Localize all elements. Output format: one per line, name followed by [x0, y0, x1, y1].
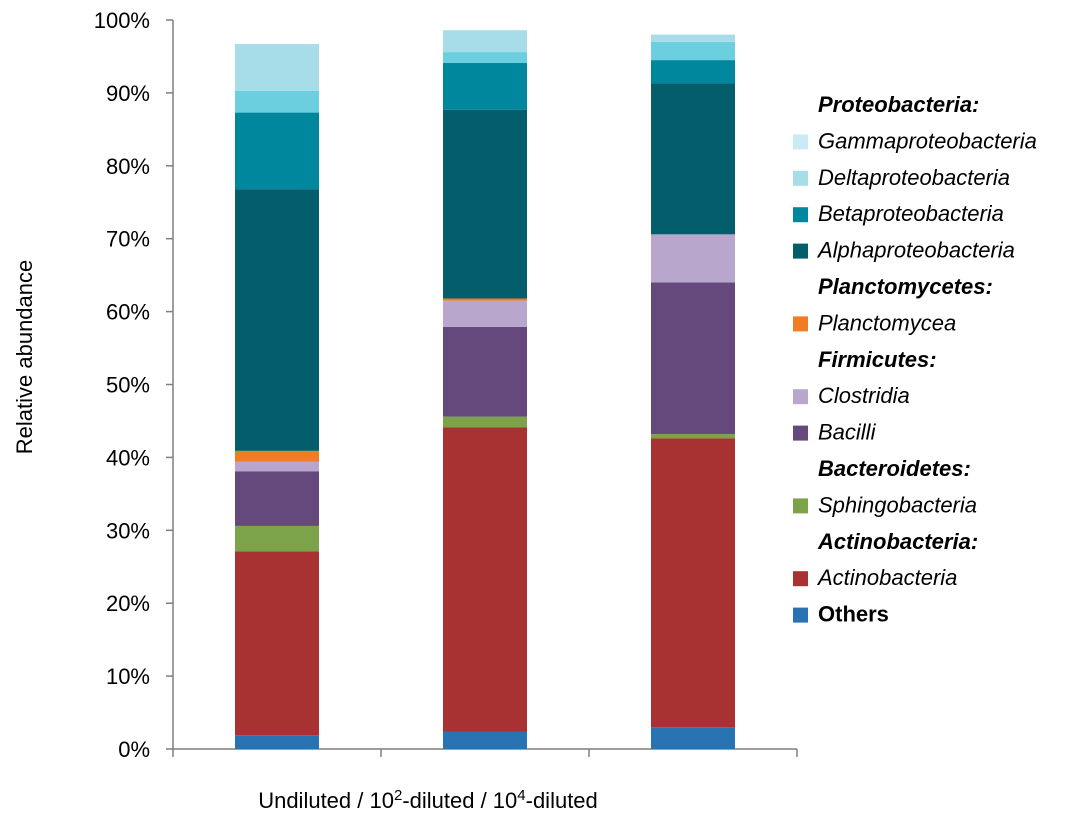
- y-tick-label: 80%: [106, 154, 150, 179]
- legend-swatch: [793, 498, 808, 514]
- legend-swatch: [793, 170, 808, 186]
- x-axis-label-part: 2: [394, 787, 402, 804]
- legend-item-label: Actinobacteria: [816, 565, 957, 590]
- bar-segment: [651, 83, 735, 235]
- legend-item-label: Deltaproteobacteria: [818, 165, 1010, 190]
- legend-item-label: Planctomycea: [818, 310, 956, 335]
- bar-segment: [651, 282, 735, 435]
- legend-group-label: Planctomycetes:: [818, 274, 993, 299]
- legend: Proteobacteria: Gammaproteobacteria Deltap…: [793, 92, 1037, 627]
- bar-segment: [443, 298, 527, 301]
- y-axis-label: Relative abundance: [12, 260, 37, 454]
- legend-swatch: [793, 571, 808, 587]
- y-tick-label: 40%: [106, 445, 150, 470]
- bar-segment: [443, 109, 527, 299]
- bar-segment: [235, 551, 319, 736]
- bar-stack: [651, 34, 735, 749]
- x-axis-label: Undiluted / 102-diluted / 104-diluted: [258, 787, 598, 814]
- x-axis-label-part: 4: [517, 787, 525, 804]
- bar-segment: [443, 30, 527, 53]
- y-tick-label: 100%: [94, 8, 150, 33]
- legend-swatch: [793, 243, 808, 259]
- bar-segment: [651, 727, 735, 749]
- legend-item-label: Others: [818, 602, 889, 627]
- legend-item-label: Sphingobacteria: [818, 492, 977, 517]
- y-tick-label: 10%: [106, 664, 150, 689]
- legend-group-label: Bacteroidetes:: [818, 456, 971, 481]
- y-tick-label: 90%: [106, 81, 150, 106]
- bar-segment: [235, 461, 319, 472]
- x-axis-label-part: -diluted / 10: [402, 788, 517, 813]
- bar-stack: [235, 44, 319, 749]
- bar-segment: [651, 434, 735, 439]
- y-axis: 0% 10% 20% 30% 40% 50% 60% 70% 80% 90% 100%: [94, 8, 174, 762]
- y-tick-label: 20%: [106, 591, 150, 616]
- legend-swatch: [793, 134, 808, 150]
- legend-item-label: Alphaproteobacteria: [816, 238, 1015, 263]
- x-axis-label-part: Undiluted / 10: [258, 788, 394, 813]
- bar-segment: [651, 34, 735, 42]
- bar-segment: [443, 731, 527, 749]
- legend-item-label: Clostridia: [818, 383, 910, 408]
- legend-swatch: [793, 207, 808, 223]
- legend-swatch: [793, 316, 808, 332]
- legend-group-label: Firmicutes:: [818, 347, 937, 372]
- bar-segment: [235, 525, 319, 552]
- legend-swatch: [793, 425, 808, 441]
- bars: [235, 30, 735, 749]
- bar-segment: [651, 60, 735, 84]
- y-tick-label: 30%: [106, 518, 150, 543]
- legend-group-label: Actinobacteria:: [817, 529, 978, 554]
- bar-segment: [235, 471, 319, 526]
- bar-segment: [651, 234, 735, 283]
- y-tick-label: 0%: [118, 737, 150, 762]
- bar-segment: [443, 52, 527, 64]
- bar-segment: [235, 735, 319, 749]
- y-tick-label: 70%: [106, 227, 150, 252]
- bar-segment: [235, 44, 319, 91]
- bar-segment: [235, 189, 319, 451]
- bar-segment: [443, 427, 527, 732]
- bar-segment: [443, 63, 527, 110]
- y-tick-label: 60%: [106, 300, 150, 325]
- y-tick-label: 50%: [106, 373, 150, 398]
- legend-item-label: Betaproteobacteria: [818, 201, 1004, 226]
- legend-item-label: Gammaproteobacteria: [818, 128, 1037, 153]
- x-axis: [172, 748, 798, 757]
- bar-segment: [443, 326, 527, 417]
- bar-segment: [235, 90, 319, 113]
- legend-item-label: Bacilli: [818, 420, 877, 445]
- legend-group-label: Proteobacteria:: [818, 92, 979, 117]
- x-axis-label-part: -diluted: [526, 788, 598, 813]
- bar-segment: [235, 450, 319, 462]
- legend-swatch: [793, 389, 808, 405]
- bar-segment: [443, 300, 527, 327]
- bar-stack: [443, 30, 527, 749]
- bar-segment: [443, 416, 527, 428]
- bar-segment: [235, 112, 319, 190]
- bar-segment: [651, 41, 735, 61]
- legend-swatch: [793, 607, 808, 623]
- bar-segment: [651, 438, 735, 728]
